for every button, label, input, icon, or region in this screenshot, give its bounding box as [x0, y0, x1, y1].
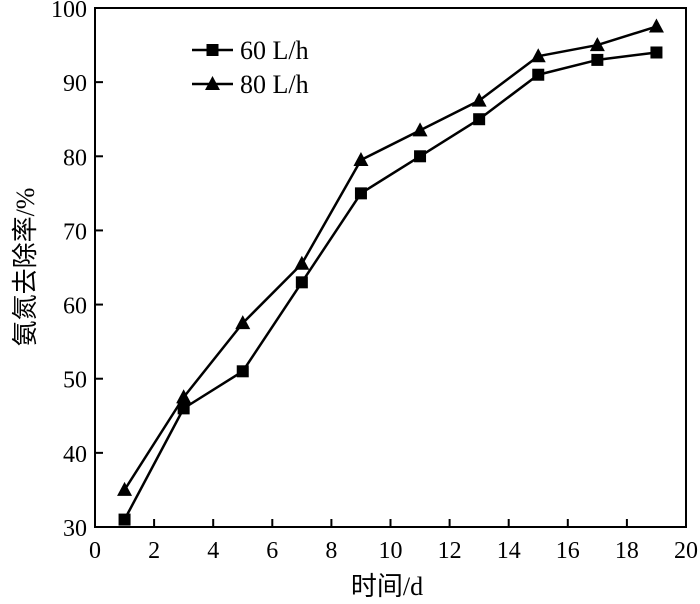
data-point [235, 315, 251, 330]
data-point [412, 122, 428, 137]
series-line [123, 25, 657, 491]
y-tick-label: 70 [63, 219, 87, 245]
x-tick-label: 20 [674, 538, 698, 564]
data-point [236, 365, 249, 378]
data-point [177, 402, 190, 415]
x-axis-label: 时间/d [351, 572, 423, 601]
legend-marker [206, 44, 219, 56]
legend-item: 60 L/h [192, 36, 309, 65]
y-tick-label: 30 [63, 516, 87, 542]
y-tick-label: 60 [63, 294, 87, 320]
legend-label: 60 L/h [240, 36, 309, 65]
series-triangle [117, 18, 664, 496]
plot-frame [94, 7, 687, 528]
x-tick-label: 10 [379, 538, 403, 564]
x-tick-label: 8 [325, 538, 337, 564]
data-point [118, 513, 131, 526]
data-point [471, 92, 487, 107]
x-tick-label: 16 [556, 538, 580, 564]
x-tick-label: 18 [615, 538, 639, 564]
data-point [650, 46, 663, 59]
data-point [176, 389, 192, 404]
y-tick-label: 80 [63, 145, 87, 171]
x-tick-label: 6 [266, 538, 278, 564]
data-point [589, 37, 605, 52]
x-tick-label: 14 [497, 538, 521, 564]
x-tick-label: 12 [438, 538, 462, 564]
y-tick-label: 90 [63, 71, 87, 97]
x-tick-label: 2 [148, 538, 160, 564]
data-point [295, 276, 308, 289]
series-line [123, 51, 657, 521]
data-point [532, 68, 545, 81]
y-tick-label: 50 [63, 368, 87, 394]
data-point [354, 187, 367, 200]
series-layer [117, 18, 664, 526]
data-point [530, 48, 546, 63]
legend-label: 80 L/h [240, 70, 309, 99]
data-point [591, 53, 604, 66]
y-axis-label: 氨氮去除率/% [11, 188, 40, 347]
legend-marker [205, 76, 220, 90]
series-square [118, 46, 663, 526]
legend-item: 80 L/h [192, 70, 309, 99]
y-tick-label: 100 [51, 0, 87, 23]
x-tick-label: 0 [89, 538, 101, 564]
data-point [353, 151, 369, 166]
y-tick-label: 40 [63, 442, 87, 468]
data-point [294, 255, 310, 270]
legend: 60 L/h 80 L/h [192, 36, 309, 99]
data-point [414, 150, 427, 163]
data-point [648, 18, 664, 33]
axes: 0 2 4 6 8 10 12 14 16 18 20 30 40 50 60 70 80 90 100 [51, 0, 698, 564]
data-point [117, 481, 133, 496]
x-tick-label: 4 [207, 538, 219, 564]
data-point [473, 113, 486, 126]
